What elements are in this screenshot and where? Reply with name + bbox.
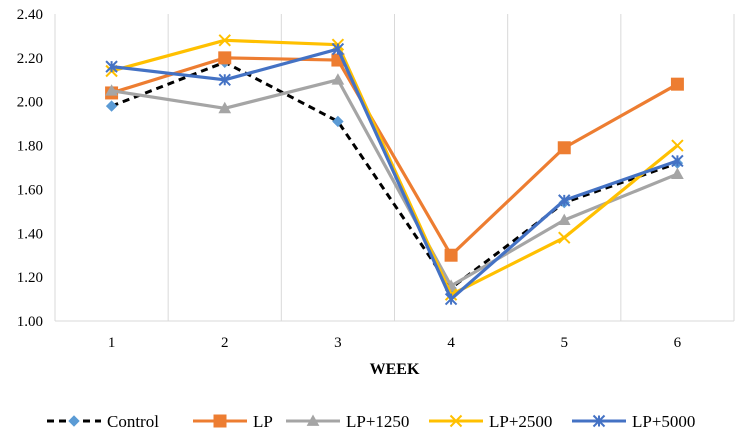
data-point-marker: [105, 60, 118, 73]
x-axis-title: WEEK: [370, 361, 420, 378]
data-point-marker: [558, 231, 571, 244]
data-point-marker: [557, 141, 571, 155]
y-tick-label: 2.20: [17, 51, 43, 67]
data-point-marker: [444, 248, 458, 262]
data-point-marker: [331, 73, 345, 85]
legend-item: Control: [47, 412, 159, 431]
legend-item: LP+5000: [572, 412, 695, 431]
axis-layer: 1.00 1.20 1.40 1.60 1.80 2.00 2.20 2.40 1 2 3 4 5 6: [17, 7, 734, 351]
series-layer: [105, 34, 684, 306]
y-tick-label: 1.80: [17, 139, 43, 155]
series-line: [111, 38, 679, 297]
legend-item: LP: [193, 412, 273, 431]
data-point-marker: [670, 77, 684, 91]
data-point-marker: [671, 154, 684, 168]
series-lp-5000: [105, 42, 684, 306]
legend-marker-swatch: [449, 414, 463, 428]
data-point-marker: [218, 101, 232, 114]
legend-label: LP+5000: [632, 412, 695, 431]
x-tick-label: 1: [108, 335, 116, 351]
y-tick-label: 1.00: [17, 314, 43, 330]
series-lp: [105, 51, 684, 262]
legend-label: Control: [107, 412, 159, 431]
data-point-marker: [218, 73, 231, 86]
data-point-marker: [218, 34, 231, 47]
legend-item: LP+2500: [429, 412, 552, 431]
series-lp-2500: [105, 34, 684, 301]
legend-label: LP+1250: [346, 412, 409, 431]
data-point-marker: [332, 115, 344, 128]
x-tick-label: 6: [674, 335, 682, 351]
y-tick-label: 2.40: [17, 7, 43, 23]
legend-label: LP: [253, 412, 273, 431]
data-point-marker: [557, 213, 571, 226]
legend: Control LP LP+1250 LP+2500 LP+5000: [47, 412, 695, 431]
legend-marker-swatch: [592, 414, 606, 428]
data-point-marker: [444, 292, 458, 306]
x-tick-label: 3: [334, 335, 342, 351]
x-tick-label: 2: [221, 335, 229, 351]
legend-marker-swatch: [306, 414, 320, 426]
legend-label: LP+2500: [489, 412, 552, 431]
data-point-marker: [558, 194, 571, 207]
data-point-marker: [331, 42, 345, 56]
data-point-marker: [671, 139, 684, 152]
series-line: [111, 47, 678, 301]
legend-marker-swatch: [68, 415, 80, 427]
series-line: [111, 60, 678, 290]
legend-item: LP+1250: [286, 412, 409, 431]
x-tick-label: 4: [447, 335, 455, 351]
series-line: [111, 56, 679, 257]
y-tick-label: 1.60: [17, 182, 43, 198]
y-tick-label: 2.00: [17, 95, 43, 111]
y-tick-label: 1.20: [17, 270, 43, 286]
data-point-marker: [671, 167, 684, 179]
legend-marker-swatch: [213, 414, 227, 428]
x-axis-title-layer: WEEK: [370, 361, 420, 378]
x-tick-label: 5: [561, 335, 569, 351]
data-point-marker: [218, 51, 232, 65]
series-line: [111, 78, 679, 288]
y-tick-label: 1.40: [17, 226, 43, 242]
data-point-marker: [105, 100, 118, 112]
data-point-marker: [105, 84, 118, 96]
